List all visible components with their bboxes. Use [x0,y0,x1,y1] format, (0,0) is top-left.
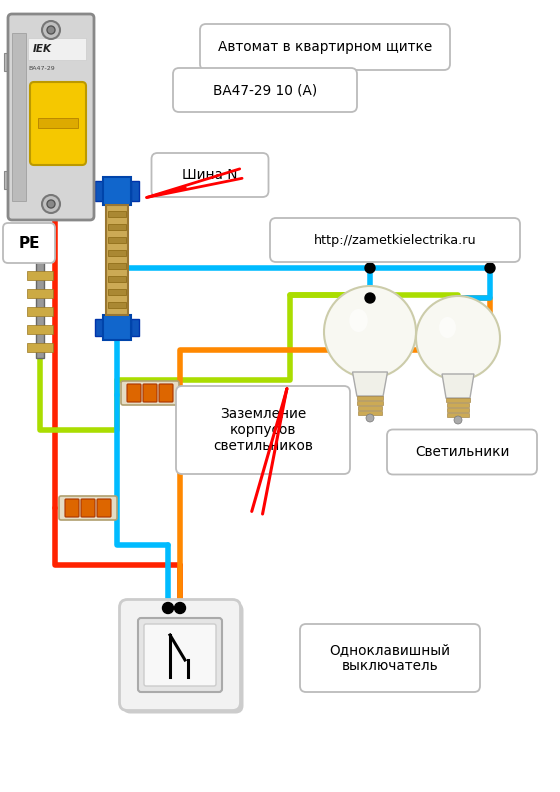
Bar [446,398,470,402]
Bar [447,413,469,417]
Circle shape [454,416,462,424]
Text: Шина N: Шина N [182,168,238,182]
Circle shape [162,603,174,614]
FancyBboxPatch shape [127,384,141,402]
Bar [27,343,53,352]
Text: IEK: IEK [32,44,52,54]
Bar [36,248,44,358]
Ellipse shape [439,317,456,338]
Bar [95,319,103,336]
Bar [95,181,103,201]
Bar [108,224,126,230]
Bar [108,211,126,217]
FancyBboxPatch shape [119,600,240,710]
FancyBboxPatch shape [138,618,222,692]
Text: Заземление
корпусов
светильников: Заземление корпусов светильников [213,407,313,453]
Bar [108,263,126,269]
FancyBboxPatch shape [30,82,86,165]
Circle shape [365,293,375,303]
FancyBboxPatch shape [3,223,55,263]
FancyBboxPatch shape [176,386,350,474]
FancyBboxPatch shape [103,177,131,205]
Circle shape [365,263,375,273]
Bar [12,33,26,201]
Bar [131,181,139,201]
Bar [357,396,383,400]
Bar [28,38,86,60]
FancyBboxPatch shape [8,14,94,220]
Bar [108,289,126,295]
Bar [131,319,139,336]
Bar [447,408,469,412]
Bar [108,237,126,243]
Bar [27,325,53,334]
FancyBboxPatch shape [81,499,95,517]
Text: Автомат в квартирном щитке: Автомат в квартирном щитке [218,40,432,54]
Circle shape [485,263,495,273]
Bar [108,276,126,282]
Bar [108,250,126,256]
FancyBboxPatch shape [65,499,79,517]
Text: PE: PE [18,235,40,250]
FancyBboxPatch shape [144,624,216,686]
Bar [27,271,53,280]
Bar [358,406,382,410]
Bar [27,289,53,298]
Circle shape [366,414,374,422]
Circle shape [47,200,55,208]
Text: ВА47-29: ВА47-29 [29,66,55,70]
FancyBboxPatch shape [387,429,537,474]
Circle shape [324,286,416,378]
Bar [4,53,14,71]
FancyBboxPatch shape [103,315,131,340]
FancyBboxPatch shape [121,381,179,405]
Text: Одноклавишный
выключатель: Одноклавишный выключатель [329,643,450,673]
Bar [106,205,128,315]
Circle shape [42,195,60,213]
FancyBboxPatch shape [143,384,157,402]
Ellipse shape [349,309,368,332]
FancyBboxPatch shape [200,24,450,70]
FancyBboxPatch shape [270,218,520,262]
Text: http://zametkielectrika.ru: http://zametkielectrika.ru [314,234,477,246]
FancyBboxPatch shape [152,153,268,197]
Text: ВА47-29 10 (А): ВА47-29 10 (А) [213,83,317,97]
Circle shape [47,26,55,34]
FancyBboxPatch shape [123,603,244,714]
FancyBboxPatch shape [59,496,117,520]
Bar [27,253,53,262]
Polygon shape [442,374,474,398]
FancyBboxPatch shape [159,384,173,402]
Bar [27,307,53,316]
Bar [357,401,382,405]
Bar [446,403,469,407]
Circle shape [416,296,500,380]
Text: Светильники: Светильники [415,445,509,459]
Polygon shape [353,372,388,396]
Bar [4,171,14,189]
FancyBboxPatch shape [300,624,480,692]
Bar [108,302,126,308]
Bar [358,411,381,415]
Circle shape [42,21,60,39]
FancyBboxPatch shape [173,68,357,112]
FancyBboxPatch shape [97,499,111,517]
Bar [38,118,78,128]
Circle shape [175,603,185,614]
